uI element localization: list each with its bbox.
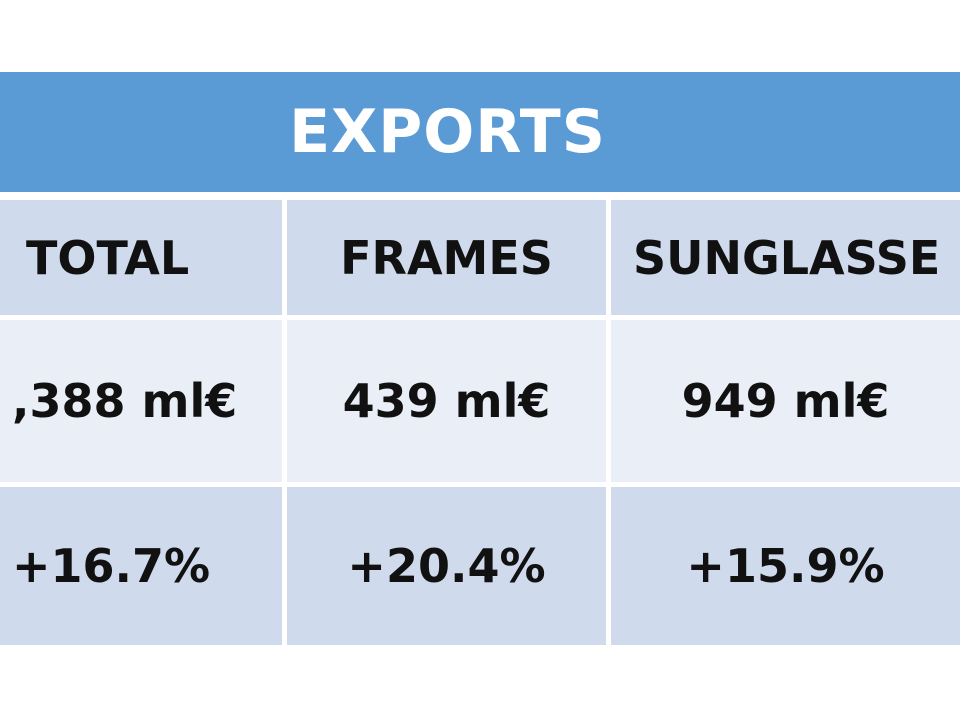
table-title: EXPORTS	[289, 97, 606, 167]
table-cell: ,388 ml€	[0, 320, 282, 482]
table-cell: +15.9%	[611, 487, 960, 645]
table-cell: 439 ml€	[287, 320, 606, 482]
column-header: TOTAL	[0, 200, 282, 315]
table-cell: +20.4%	[287, 487, 606, 645]
column-header: SUNGLASSE	[611, 200, 960, 315]
table-cell: 949 ml€	[611, 320, 960, 482]
header-band	[0, 72, 960, 192]
column-header: FRAMES	[287, 200, 606, 315]
table-cell: +16.7%	[0, 487, 282, 645]
